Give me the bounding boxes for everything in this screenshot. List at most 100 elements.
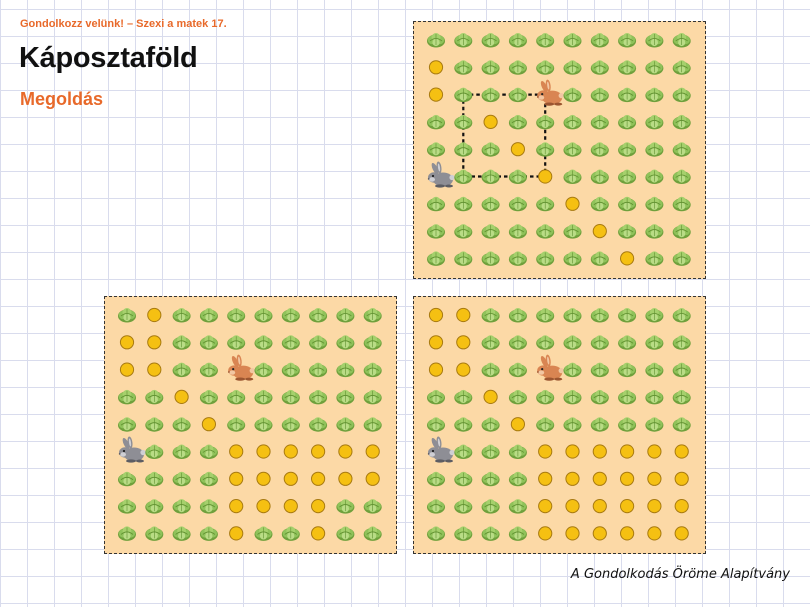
coin-icon [147, 307, 162, 323]
cabbage-icon [481, 417, 500, 432]
coin-icon [147, 335, 162, 350]
cabbage-icon [672, 251, 691, 266]
coin-icon [256, 444, 271, 459]
coin-icon [256, 471, 271, 486]
cabbage-icon [618, 362, 637, 378]
cabbage-icon [172, 362, 191, 378]
cabbage-icon [172, 526, 191, 541]
cabbage-icon [563, 33, 582, 48]
cabbage-icon [672, 308, 691, 323]
cabbage-icon [536, 251, 555, 266]
coin-icon [229, 499, 244, 514]
cabbage-icon [118, 471, 136, 487]
cabbage-icon [672, 87, 691, 103]
cabbage-icon [508, 362, 527, 378]
cabbage-icon [618, 114, 637, 130]
cabbage-icon [508, 60, 527, 75]
cabbage-icon [254, 335, 273, 350]
cabbage-icon [508, 335, 527, 350]
cabbage-icon [481, 169, 500, 184]
footer-credit: A Gondolkodás Öröme Alapítvány [570, 567, 790, 582]
cabbage-icon [618, 196, 637, 212]
cabbage-icon [481, 142, 500, 157]
cabbage-icon [481, 60, 500, 75]
coin-icon [510, 142, 526, 157]
cabbage-icon [199, 362, 218, 378]
cabbage-icon [281, 389, 300, 405]
cabbage-icon [281, 417, 300, 432]
coin-icon [283, 499, 298, 514]
cabbage-icon [618, 33, 637, 48]
cabbage-icon [454, 526, 473, 541]
coin-icon [456, 307, 471, 323]
coin-icon [592, 224, 607, 239]
cabbage-icon [508, 87, 527, 103]
cabbage-icon [199, 499, 218, 514]
page-subtitle: Megoldás [20, 89, 104, 109]
cabbage-icon [563, 114, 582, 130]
cabbage-icon [536, 335, 555, 350]
gray-rabbit-icon [427, 436, 455, 463]
coin-icon [538, 526, 553, 541]
cabbage-icon [590, 60, 609, 75]
cabbage-icon [672, 60, 691, 75]
coin-icon [647, 499, 662, 514]
cabbage-icon [336, 335, 355, 350]
cabbage-icon [427, 471, 445, 487]
cabbage-icon [227, 308, 246, 323]
cabbage-icon [563, 308, 582, 323]
cabbage-icon [508, 196, 527, 212]
cabbage-icon [227, 417, 246, 432]
cabbage-icon [227, 335, 246, 350]
cabbage-icon [199, 471, 218, 487]
cabbage-icon [363, 362, 382, 378]
cabbage-icon [309, 362, 328, 378]
cabbage-icon [481, 526, 500, 541]
coin-icon [229, 526, 244, 541]
coin-icon [338, 444, 353, 459]
cabbage-icon [536, 60, 555, 75]
cabbage-icon [481, 251, 500, 266]
path-square [462, 93, 547, 178]
cabbage-icon [309, 308, 328, 323]
coin-icon [283, 471, 298, 486]
cabbage-icon [590, 142, 609, 157]
cabbage-icon [454, 142, 473, 157]
cabbage-icon [590, 87, 609, 103]
cabbage-icon [363, 335, 382, 350]
cabbage-icon [672, 389, 691, 405]
cabbage-icon [363, 526, 382, 541]
coin-icon [311, 499, 326, 514]
cabbage-icon [427, 142, 445, 157]
coin-icon [674, 499, 689, 514]
cabbage-icon [590, 169, 609, 184]
cabbage-icon [199, 389, 218, 405]
cabbage-icon [454, 196, 473, 212]
coin-icon [565, 526, 580, 541]
coin-icon [565, 471, 580, 486]
cabbage-icon [172, 499, 191, 514]
cabbage-icon [508, 114, 527, 130]
cabbage-icon [618, 308, 637, 323]
cabbage-icon [172, 417, 191, 432]
cabbage-icon [645, 308, 664, 323]
coin-icon [538, 471, 553, 486]
coin-icon [565, 499, 580, 514]
cabbage-icon [145, 417, 164, 432]
cabbage-icon [427, 33, 445, 48]
cabbage-icon [645, 362, 664, 378]
cabbage-icon [281, 335, 300, 350]
cabbage-icon [672, 417, 691, 432]
cabbage-icon [172, 308, 191, 323]
cabbage-icon [536, 308, 555, 323]
cabbage-icon [536, 389, 555, 405]
cabbage-icon [363, 389, 382, 405]
cabbage-icon [590, 251, 609, 266]
cabbage-icon [536, 417, 555, 432]
coin-icon [647, 444, 662, 459]
cabbage-icon [590, 114, 609, 130]
cabbage-icon [309, 389, 328, 405]
coin-icon [620, 499, 635, 514]
coin-icon [565, 444, 580, 459]
cabbage-icon [336, 362, 355, 378]
